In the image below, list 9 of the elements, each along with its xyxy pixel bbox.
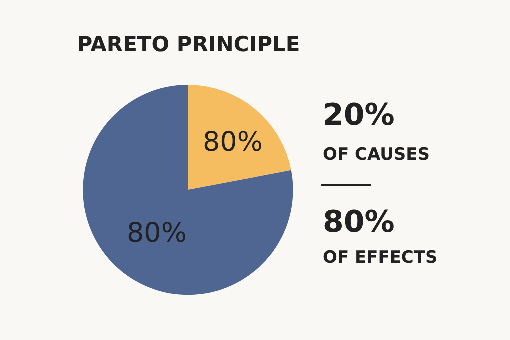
text: 20% (323, 98, 395, 133)
text: OF EFFECTS (323, 248, 438, 268)
text: OF CAUSES (323, 145, 430, 165)
text: 80% (127, 218, 188, 249)
pie-slice (83, 85, 294, 296)
text: 80% (323, 205, 395, 240)
chart-title: PARETO PRINCIPLE (77, 32, 300, 57)
pie-slice (188, 85, 292, 190)
text: 80% (203, 127, 264, 158)
